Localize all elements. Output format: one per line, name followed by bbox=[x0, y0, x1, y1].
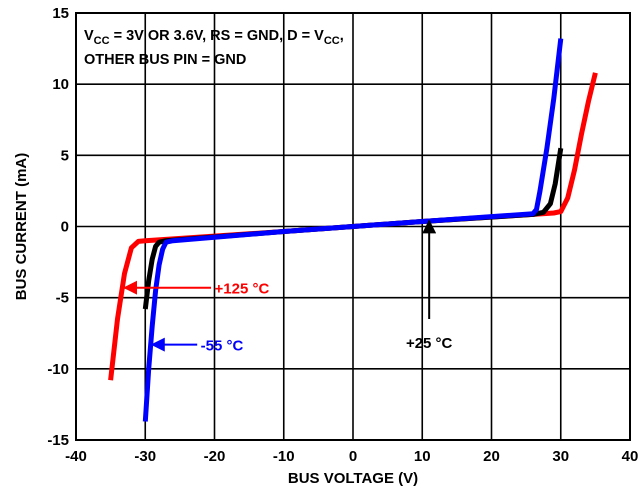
conditions-comma: , bbox=[340, 28, 344, 44]
plot-frame bbox=[75, 12, 631, 441]
conditions-line-1: VCC = 3V OR 3.6V, RS = GND, D = VCC, bbox=[84, 28, 344, 47]
y-tick-label: -15 bbox=[47, 432, 69, 449]
y-axis-title: BUS CURRENT (mA) bbox=[13, 153, 30, 301]
x-tick-label: 0 bbox=[349, 448, 357, 465]
x-tick-label: 20 bbox=[483, 448, 500, 465]
conditions-text: = 3V OR 3.6V, RS = GND, D = V bbox=[110, 28, 325, 44]
y-tick-label: 10 bbox=[52, 76, 69, 93]
vcc-subscript: CC bbox=[94, 35, 110, 47]
y-tick-label: 0 bbox=[61, 219, 69, 236]
y-tick-label: -10 bbox=[47, 361, 69, 378]
annotation-label: -55 °C bbox=[201, 338, 244, 355]
conditions-line-2: OTHER BUS PIN = GND bbox=[84, 52, 246, 68]
annotation-label: +25 °C bbox=[406, 335, 453, 352]
y-tick-labels: 15 10 5 0 -5 -10 -15 bbox=[47, 5, 69, 449]
d-vcc-subscript: CC bbox=[324, 35, 340, 47]
x-tick-label: 30 bbox=[552, 448, 569, 465]
y-tick-label: 15 bbox=[52, 5, 69, 22]
x-tick-label: -10 bbox=[273, 448, 295, 465]
y-tick-label: -5 bbox=[56, 290, 69, 307]
x-tick-label: 10 bbox=[414, 448, 431, 465]
x-axis-title: BUS VOLTAGE (V) bbox=[288, 470, 418, 487]
y-tick-label: 5 bbox=[61, 147, 69, 164]
x-tick-label: -20 bbox=[204, 448, 226, 465]
series-layer bbox=[108, 38, 598, 422]
x-tick-label: -30 bbox=[134, 448, 156, 465]
x-tick-labels: -40 -30 -20 -10 0 10 20 30 40 bbox=[65, 448, 638, 465]
annotation-label: +125 °C bbox=[215, 281, 270, 298]
x-tick-label: -40 bbox=[65, 448, 87, 465]
series-line-minus-55-C bbox=[142, 38, 564, 422]
x-tick-label: 40 bbox=[622, 448, 639, 465]
annotation-layer: +125 °C -55 °C +25 °C bbox=[123, 219, 453, 355]
vcc-label: V bbox=[84, 28, 94, 44]
